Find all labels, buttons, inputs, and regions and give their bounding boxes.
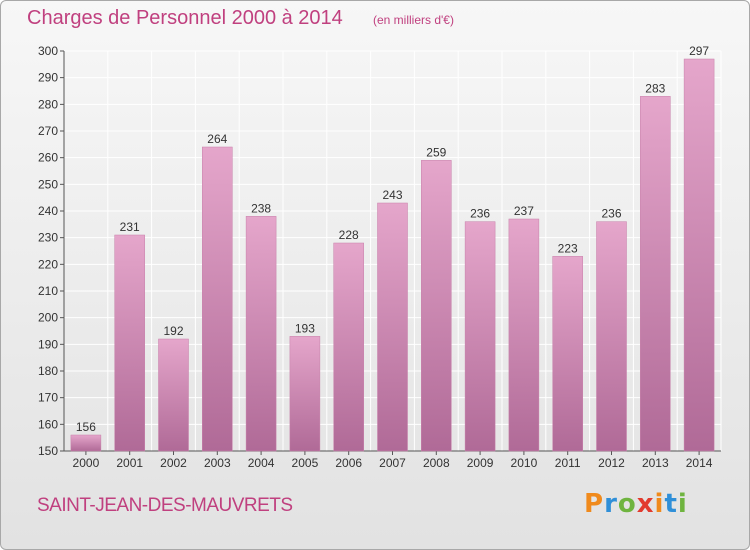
bar-2008	[421, 160, 452, 452]
bar-2000	[70, 434, 102, 452]
logo-letter: i	[677, 489, 688, 519]
bar-2001	[114, 234, 145, 452]
y-tick-label: 220	[38, 257, 58, 271]
data-label-2004: 238	[251, 201, 271, 215]
logo-letter: t	[664, 489, 678, 519]
data-label-2008: 259	[426, 145, 446, 159]
y-tick-label: 230	[38, 231, 58, 245]
y-tick-label: 170	[38, 391, 58, 405]
x-tick-label-2008: 2008	[423, 456, 450, 470]
data-label-2009: 236	[470, 207, 490, 221]
bar-2013	[640, 96, 671, 452]
bar-2005	[289, 336, 321, 452]
bar-2002	[158, 338, 189, 452]
y-tick-label: 150	[38, 444, 58, 458]
data-label-2011: 223	[558, 241, 578, 255]
bar-2011	[552, 256, 583, 452]
data-label-2001: 231	[120, 220, 140, 234]
x-tick-label-2006: 2006	[335, 456, 362, 470]
y-tick-label: 200	[38, 311, 58, 325]
data-label-2014: 297	[689, 44, 709, 58]
x-tick-label-2003: 2003	[204, 456, 231, 470]
commune-name: SAINT-JEAN-DES-MAUVRETS	[37, 495, 293, 516]
x-tick-label-2001: 2001	[116, 456, 143, 470]
bar-2003	[202, 146, 233, 452]
y-tick-label: 250	[38, 177, 58, 191]
x-tick-label-2000: 2000	[73, 456, 100, 470]
data-label-2003: 264	[207, 132, 227, 146]
y-tick-label: 260	[38, 151, 58, 165]
bar-2009	[464, 221, 496, 452]
y-tick-label: 240	[38, 204, 58, 218]
bars	[70, 58, 715, 452]
logo-letter: P	[584, 489, 605, 519]
y-tick-label: 280	[38, 97, 58, 111]
y-tick-label: 180	[38, 364, 58, 378]
y-tick-label: 300	[38, 44, 58, 58]
data-label-2005: 193	[295, 321, 315, 335]
data-label-2006: 228	[339, 228, 359, 242]
logo-letter: r	[604, 489, 618, 519]
data-label-2010: 237	[514, 204, 534, 218]
proxiti-logo: Proxiti	[584, 489, 688, 519]
data-label-2007: 243	[382, 188, 402, 202]
logo-letter: i	[654, 489, 665, 519]
data-label-2012: 236	[601, 207, 621, 221]
x-tick-label-2014: 2014	[686, 456, 713, 470]
y-tick-labels: 150 160 170 180 190 200 210 220 230 240 250 260 270 2…	[38, 44, 58, 458]
data-label-2002: 192	[163, 324, 183, 338]
x-tick-label-2007: 2007	[379, 456, 406, 470]
data-labels: 156 231 192 264 238 193 228 243 259 236 237 223 236 2…	[76, 44, 710, 434]
x-tick-label-2011: 2011	[555, 456, 581, 470]
x-tick-label-2002: 2002	[160, 456, 187, 470]
x-tick-label-2012: 2012	[598, 456, 625, 470]
bar-2006	[333, 242, 364, 452]
logo-letter: x	[636, 489, 655, 519]
x-tick-label-2010: 2010	[511, 456, 538, 470]
x-tick-label-2005: 2005	[292, 456, 319, 470]
chart-title: Charges de Personnel 2000 à 2014	[27, 7, 343, 29]
x-tick-label-2013: 2013	[642, 456, 669, 470]
x-tick-label-2004: 2004	[248, 456, 275, 470]
x-tick-labels: 2000 2001 2002 2003 2004 2005 2006 2007 2008 2009…	[73, 456, 713, 470]
x-tick-label-2009: 2009	[467, 456, 494, 470]
data-label-2000: 156	[76, 420, 96, 434]
bar-2010	[508, 218, 540, 452]
y-tick-label: 270	[38, 124, 58, 138]
y-tick-label: 210	[38, 284, 58, 298]
bar-2004	[245, 216, 277, 452]
logo-letter: o	[617, 489, 637, 519]
bar-2012	[596, 221, 627, 452]
bar-2007	[377, 202, 408, 452]
bar-2014	[683, 58, 715, 452]
chart-subtitle: (en milliers d'€)	[373, 13, 454, 27]
y-tick-label: 160	[38, 417, 58, 431]
data-label-2013: 283	[645, 81, 665, 95]
y-tick-label: 290	[38, 71, 58, 85]
y-tick-label: 190	[38, 337, 58, 351]
